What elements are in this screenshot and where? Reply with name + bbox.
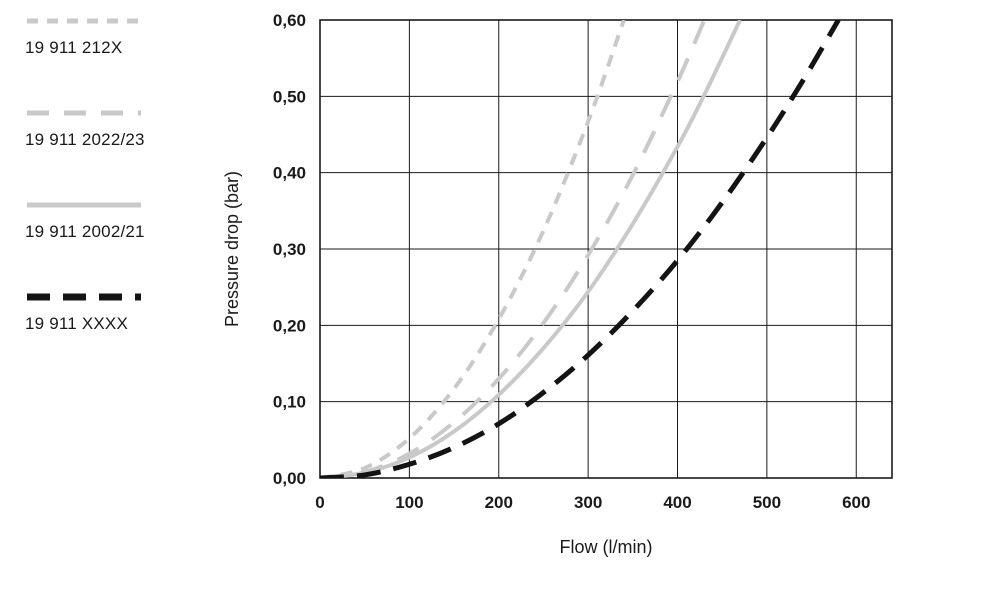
series-curve	[320, 20, 841, 478]
legend-label: 19 911 XXXX	[25, 314, 129, 333]
series-curves	[320, 20, 841, 478]
y-axis-title: Pressure drop (bar)	[222, 171, 242, 327]
legend-item: 19 911 2002/21	[25, 200, 240, 242]
legend-item: 19 911 2022/23	[25, 108, 240, 150]
series-curve	[320, 20, 742, 478]
y-tick-label: 0,20	[273, 316, 306, 335]
y-tick-label: 0,30	[273, 240, 306, 259]
x-tick-label: 200	[485, 493, 513, 512]
x-tick-label: 0	[315, 493, 324, 512]
x-tick-label: 100	[395, 493, 423, 512]
x-tick-label: 400	[663, 493, 691, 512]
y-tick-label: 0,40	[273, 164, 306, 183]
y-tick-label: 0,50	[273, 87, 306, 106]
legend-label: 19 911 2022/23	[25, 130, 145, 149]
x-tick-labels: 0 100 200 300 400 500 600	[315, 493, 870, 512]
chart-legend: 19 911 212X 19 911 2022/23 19 911 2002/21 1…	[25, 16, 240, 334]
legend-line-swatch-icon	[27, 110, 141, 116]
x-axis-title: Flow (l/min)	[560, 537, 653, 557]
legend-item: 19 911 212X	[25, 16, 240, 58]
legend-line-swatch-icon	[27, 293, 141, 301]
x-tick-label: 300	[574, 493, 602, 512]
series-curve	[320, 20, 626, 478]
legend-line-swatch-icon	[27, 202, 141, 208]
y-tick-labels: 0,00 0,10 0,20 0,30 0,40 0,50 0,60	[273, 11, 306, 488]
legend-label: 19 911 212X	[25, 38, 123, 57]
y-tick-label: 0,60	[273, 11, 306, 30]
plot-border	[319, 19, 893, 479]
legend-label: 19 911 2002/21	[25, 222, 145, 241]
x-tick-label: 500	[753, 493, 781, 512]
grid-lines	[319, 19, 892, 479]
x-tick-label: 600	[842, 493, 870, 512]
y-tick-label: 0,10	[273, 393, 306, 412]
legend-item: 19 911 XXXX	[25, 292, 240, 334]
y-tick-label: 0,00	[273, 469, 306, 488]
